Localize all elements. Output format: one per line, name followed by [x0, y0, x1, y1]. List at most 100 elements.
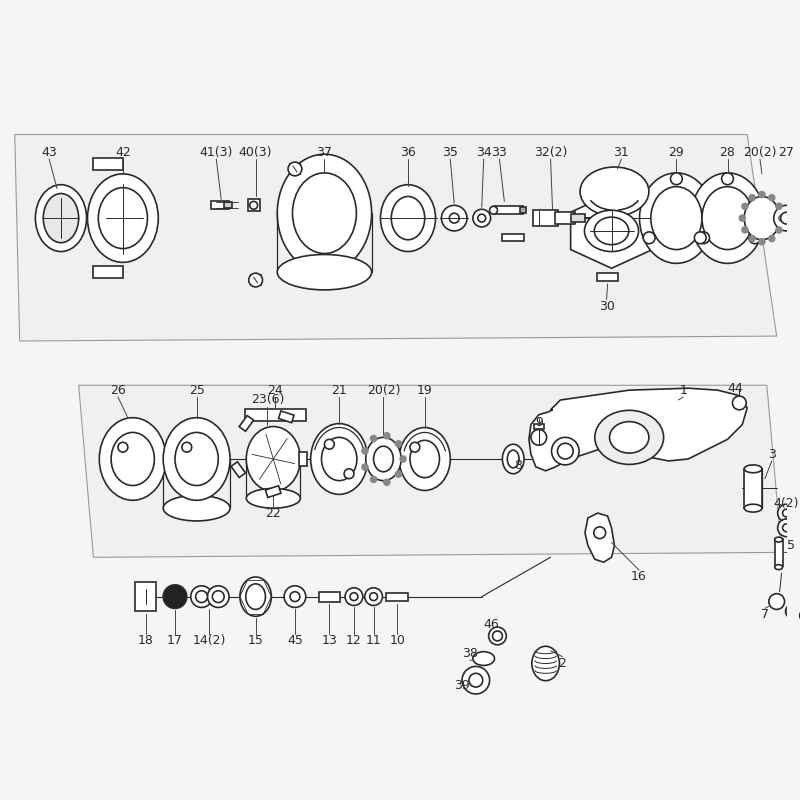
Ellipse shape [246, 584, 266, 610]
Ellipse shape [702, 186, 753, 250]
Circle shape [350, 593, 358, 601]
Ellipse shape [391, 197, 425, 240]
Text: 20(2): 20(2) [743, 146, 777, 158]
Circle shape [284, 586, 306, 607]
Text: 28: 28 [719, 146, 735, 158]
Circle shape [782, 509, 790, 517]
Text: 44: 44 [727, 382, 743, 394]
Text: 41(3): 41(3) [200, 146, 233, 158]
Ellipse shape [595, 410, 664, 464]
Circle shape [786, 605, 799, 618]
Ellipse shape [246, 489, 300, 508]
Ellipse shape [502, 444, 524, 474]
Circle shape [782, 524, 790, 532]
Circle shape [384, 479, 390, 485]
Text: 40(3): 40(3) [239, 146, 272, 158]
Text: 20(2): 20(2) [366, 384, 400, 397]
Circle shape [478, 214, 486, 222]
Circle shape [442, 206, 467, 231]
Bar [520, 207, 526, 214]
Text: 19: 19 [417, 384, 433, 397]
Ellipse shape [507, 450, 519, 468]
Circle shape [531, 430, 546, 446]
Bar [134, 582, 156, 611]
Circle shape [551, 438, 579, 465]
Ellipse shape [240, 577, 271, 616]
Text: 14(2): 14(2) [193, 634, 226, 647]
Text: 37: 37 [317, 146, 332, 158]
Text: 43: 43 [42, 146, 57, 158]
Circle shape [190, 586, 212, 607]
Bar [248, 199, 259, 211]
Circle shape [558, 443, 573, 459]
Circle shape [493, 631, 502, 641]
Bar [231, 462, 246, 478]
Text: 15: 15 [248, 634, 263, 647]
Text: 16: 16 [631, 570, 647, 583]
Ellipse shape [366, 438, 401, 481]
Ellipse shape [585, 210, 638, 251]
Ellipse shape [98, 188, 147, 249]
Bar [211, 202, 229, 210]
Bar [290, 164, 300, 174]
Bar [245, 409, 306, 421]
Ellipse shape [532, 646, 559, 681]
Bar [94, 158, 123, 170]
Ellipse shape [381, 185, 435, 251]
Text: 46: 46 [484, 618, 499, 630]
Circle shape [643, 232, 655, 244]
Polygon shape [78, 386, 782, 558]
Circle shape [781, 212, 793, 224]
Ellipse shape [163, 495, 230, 521]
Text: 21: 21 [331, 384, 347, 397]
Ellipse shape [246, 426, 300, 491]
Ellipse shape [322, 438, 357, 481]
Text: 10: 10 [390, 634, 405, 647]
Circle shape [400, 456, 406, 462]
Ellipse shape [410, 440, 439, 478]
Circle shape [742, 227, 748, 233]
Circle shape [749, 232, 761, 244]
Text: 8: 8 [514, 459, 522, 472]
Circle shape [778, 504, 795, 522]
Ellipse shape [594, 217, 629, 245]
Bar [239, 415, 254, 431]
Ellipse shape [580, 167, 649, 216]
Circle shape [462, 666, 490, 694]
Circle shape [769, 236, 774, 242]
Circle shape [207, 586, 229, 607]
Bar [299, 452, 306, 466]
Text: 22: 22 [266, 506, 281, 519]
Text: 32(2): 32(2) [534, 146, 567, 158]
Circle shape [362, 464, 368, 470]
Ellipse shape [175, 433, 218, 486]
Circle shape [370, 436, 377, 442]
Text: 4(2): 4(2) [774, 497, 799, 510]
Text: 11: 11 [366, 634, 382, 647]
Circle shape [698, 232, 710, 244]
Ellipse shape [278, 154, 372, 272]
Text: 39: 39 [454, 678, 470, 692]
Text: 42: 42 [115, 146, 130, 158]
Ellipse shape [278, 254, 372, 290]
Circle shape [778, 519, 795, 537]
Ellipse shape [111, 433, 154, 486]
Ellipse shape [489, 627, 506, 645]
Text: 25: 25 [189, 384, 205, 397]
Bar [318, 592, 340, 602]
Circle shape [410, 442, 420, 452]
Circle shape [769, 194, 774, 201]
Text: 5: 5 [787, 539, 795, 552]
Circle shape [473, 210, 490, 227]
Bar [494, 206, 523, 214]
Ellipse shape [374, 446, 394, 472]
Text: 30: 30 [598, 300, 614, 313]
Circle shape [450, 214, 459, 223]
Bar [386, 593, 408, 601]
Circle shape [769, 594, 785, 610]
Bar [744, 469, 762, 508]
Circle shape [776, 203, 782, 210]
Text: 26: 26 [110, 384, 126, 397]
Circle shape [778, 215, 785, 221]
Bar [597, 273, 618, 281]
